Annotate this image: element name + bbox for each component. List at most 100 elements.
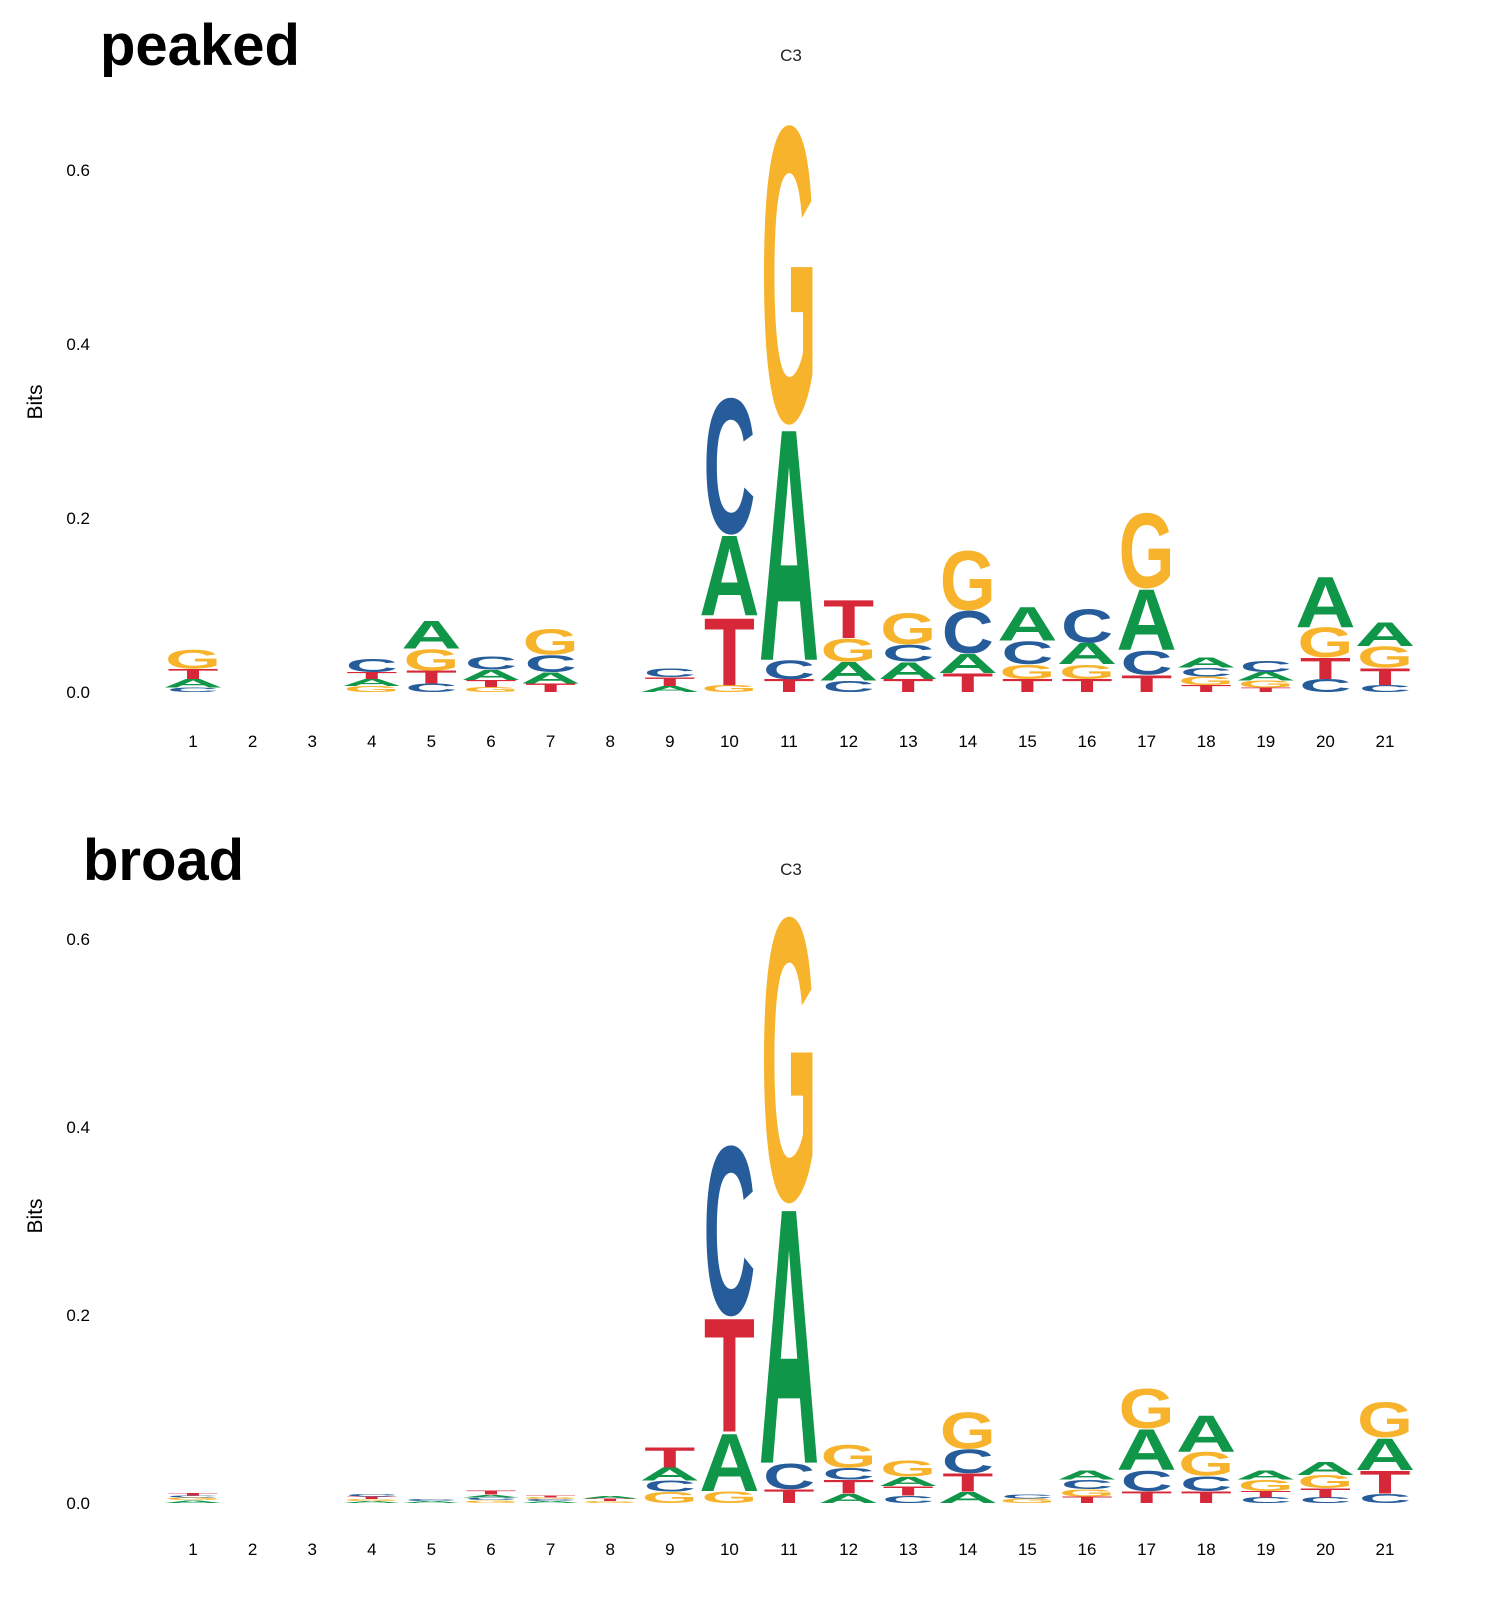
logo-stack-pos-9: ATC <box>640 666 700 694</box>
logo-letter-T: T <box>465 678 516 689</box>
logo-letter-A: A <box>699 1416 759 1508</box>
logo-letter-T: T <box>1181 683 1232 694</box>
logo-letter-C: C <box>882 1494 934 1506</box>
logo-letter-A: A <box>342 1501 402 1504</box>
logo-letter-G: G <box>701 1488 757 1507</box>
logo-letter-C: C <box>763 1456 815 1497</box>
x-tick-label: 20 <box>1316 1540 1335 1559</box>
logo-stack-pos-15: GC <box>999 1494 1055 1505</box>
x-tick-label: 20 <box>1316 732 1335 751</box>
logo-letter-A: A <box>640 684 700 694</box>
x-tick-label: 2 <box>248 732 257 751</box>
logo-letter-T: T <box>942 668 993 698</box>
logo-letter-C: C <box>167 1495 219 1498</box>
x-axis-ticks: 1 2 3 4 5 6 7 8 9 10 11 12 13 14 15 16 17 18 19 20 21 <box>188 1540 1394 1559</box>
logo-letter-G: G <box>940 1402 996 1460</box>
logo-letter-A: A <box>1236 670 1296 684</box>
x-tick-label: 16 <box>1078 732 1097 751</box>
x-tick-label: 4 <box>367 1540 376 1559</box>
x-tick-label: 18 <box>1197 732 1216 751</box>
logo-letter-G: G <box>1119 1377 1175 1440</box>
logo-letter-A: A <box>580 1495 640 1499</box>
logo-letter-G: G <box>999 1497 1055 1504</box>
logo-letter-C: C <box>405 681 457 695</box>
logo-letter-G: G <box>165 1497 221 1501</box>
y-tick-label: 0.0 <box>66 1494 90 1513</box>
x-tick-label: 6 <box>486 732 495 751</box>
x-tick-label: 3 <box>307 1540 316 1559</box>
logo-letter-T: T <box>1181 1488 1232 1507</box>
x-tick-label: 1 <box>188 1540 197 1559</box>
x-tick-label: 1 <box>188 732 197 751</box>
logo-letter-A: A <box>163 1499 223 1503</box>
logo-letter-G: G <box>761 39 817 512</box>
x-tick-label: 19 <box>1256 732 1275 751</box>
x-tick-label: 16 <box>1078 1540 1097 1559</box>
y-axis-ticks: 0.0 0.2 0.4 0.6 <box>66 161 90 702</box>
y-tick-label: 0.2 <box>66 509 90 528</box>
y-tick-label: 0.6 <box>66 930 90 949</box>
logo-letter-C: C <box>1001 1494 1053 1500</box>
logo-letter-T: T <box>406 667 457 687</box>
logo-letter-G: G <box>582 1501 638 1504</box>
logo-letter-G: G <box>1357 1393 1413 1448</box>
logo-letter-G: G <box>761 833 817 1286</box>
logo-letter-G: G <box>880 604 936 654</box>
x-tick-label: 13 <box>899 732 918 751</box>
logo-letter-A: A <box>1355 1429 1415 1480</box>
logo-letter-T: T <box>883 676 934 696</box>
logo-letter-T: T <box>346 1496 397 1500</box>
logo-letter-G: G <box>1357 640 1413 674</box>
logo-stack-pos-8: GTA <box>580 1495 640 1504</box>
x-tick-label: 14 <box>958 1540 977 1559</box>
logo-letter-T: T <box>1359 663 1410 690</box>
logo-letter-G: G <box>1059 661 1115 684</box>
logo-letter-C: C <box>1299 1496 1351 1505</box>
logo-letter-C: C <box>525 651 577 678</box>
logo-letter-C: C <box>882 640 934 667</box>
x-tick-label: 14 <box>958 732 977 751</box>
logo-letter-A: A <box>938 648 998 679</box>
logo-letter-T: T <box>167 1492 218 1496</box>
logo-letter-A: A <box>878 1474 938 1489</box>
logo-letter-C: C <box>942 599 994 666</box>
logo-letter-A: A <box>759 361 819 731</box>
logo-letter-C: C <box>703 1096 755 1366</box>
logo-letter-C: C <box>525 1499 577 1502</box>
x-tick-label: 8 <box>605 1540 614 1559</box>
logo-letter-C: C <box>644 666 696 680</box>
logo-letter-A: A <box>1116 573 1176 670</box>
logo-letter-A: A <box>640 1464 700 1485</box>
y-axis-ticks: 0.0 0.2 0.4 0.6 <box>66 930 90 1513</box>
x-tick-label: 17 <box>1137 1540 1156 1559</box>
logo-letter-G: G <box>523 1497 579 1500</box>
x-tick-label: 7 <box>546 1540 555 1559</box>
logo-letter-G: G <box>940 533 996 628</box>
logo-letter-A: A <box>520 669 580 687</box>
logo-letter-A: A <box>1236 1468 1296 1483</box>
x-tick-label: 18 <box>1197 1540 1216 1559</box>
x-tick-label: 12 <box>839 1540 858 1559</box>
logo-letter-C: C <box>346 1493 398 1497</box>
chart-title: C3 <box>780 860 802 879</box>
logo-letter-G: G <box>1297 620 1353 667</box>
logo-letter-C: C <box>823 678 875 696</box>
logo-letter-T: T <box>1359 1465 1410 1501</box>
panel-label: broad <box>83 828 244 893</box>
x-tick-label: 6 <box>486 1540 495 1559</box>
x-tick-label: 15 <box>1018 1540 1037 1559</box>
logo-letter-C: C <box>1240 658 1292 676</box>
x-tick-label: 21 <box>1376 732 1395 751</box>
x-tick-label: 3 <box>307 732 316 751</box>
